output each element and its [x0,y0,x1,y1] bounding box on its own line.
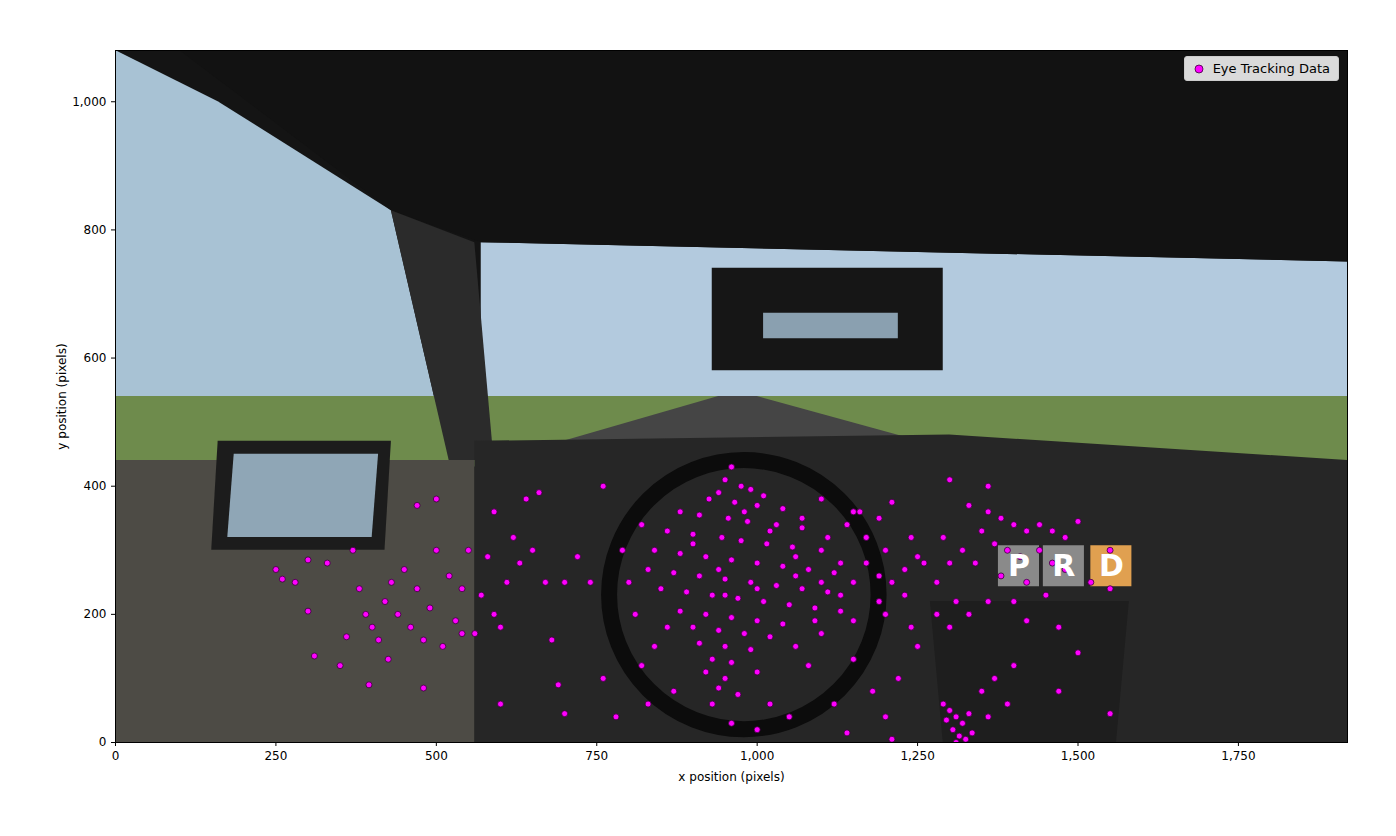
svg-text:800: 800 [84,223,107,237]
svg-text:400: 400 [84,479,107,493]
svg-text:D: D [1099,548,1124,583]
svg-text:y position (pixels): y position (pixels) [55,343,69,449]
svg-text:R: R [1052,548,1075,583]
svg-text:P: P [1008,548,1030,583]
svg-text:250: 250 [264,749,287,763]
html-text:Eye Tracking Data: Eye Tracking Data [1212,61,1330,76]
svg-text:x position (pixels): x position (pixels) [678,770,784,784]
svg-text:200: 200 [84,607,107,621]
svg-text:1,500: 1,500 [1061,749,1095,763]
svg-text:0: 0 [99,735,107,749]
svg-text:600: 600 [84,351,107,365]
svg-text:500: 500 [425,749,448,763]
svg-text:1,000: 1,000 [740,749,774,763]
svg-text:1,000: 1,000 [72,95,106,109]
svg-text:750: 750 [585,749,608,763]
svg-text:0: 0 [112,749,120,763]
svg-text:1,750: 1,750 [1221,749,1255,763]
svg-text:1,250: 1,250 [900,749,934,763]
